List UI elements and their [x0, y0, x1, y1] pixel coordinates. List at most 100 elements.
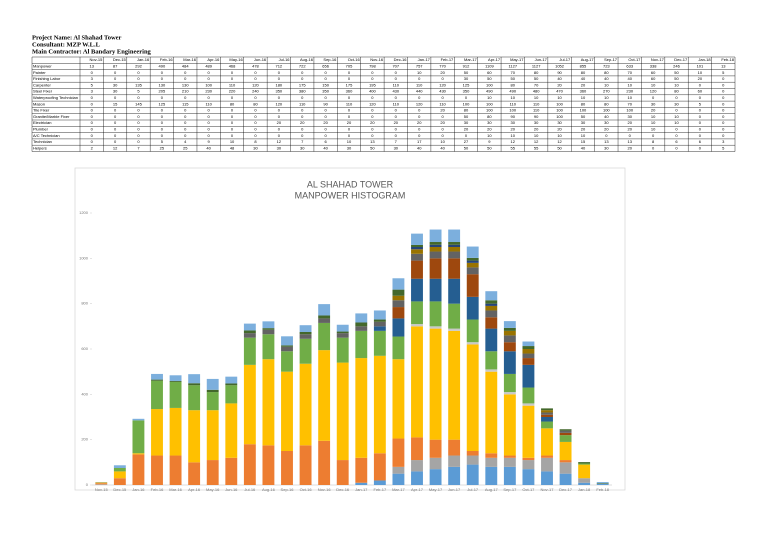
cell-value: 195 [369, 82, 376, 87]
x-tick-label: Jun-17 [448, 487, 461, 492]
cell-value: 30 [651, 101, 656, 106]
bar-segment [170, 375, 182, 381]
cell-value: 0 [114, 76, 117, 81]
cell-value: 50 [487, 76, 492, 81]
x-tick-label: Dec-15 [113, 487, 127, 492]
cell-value: 50 [511, 76, 516, 81]
bar-segment [467, 344, 479, 451]
bar-segment [522, 458, 534, 460]
month-header: Dec-16 [394, 57, 408, 62]
cell-value: 110 [416, 82, 423, 87]
bar-segment [485, 291, 497, 300]
cell-value: 0 [441, 114, 444, 119]
bar-segment [430, 326, 442, 328]
cell-value: 13 [89, 64, 94, 69]
cell-value: 0 [161, 108, 164, 113]
x-tick-label: Nov-17 [541, 487, 555, 492]
cell-value: 80 [511, 82, 516, 87]
cell-value: 798 [369, 64, 376, 69]
row-label: Plumber [33, 127, 49, 132]
month-header: Jul-17 [559, 57, 571, 62]
bar-segment [485, 453, 497, 458]
cell-value: 0 [418, 127, 421, 132]
bar-segment [188, 385, 200, 410]
x-tick-label: Nov-15 [95, 487, 109, 492]
month-header: Apr-17 [488, 57, 501, 62]
cell-value: 12 [557, 139, 562, 144]
cell-value: 1127 [532, 64, 541, 69]
cell-value: 110 [346, 101, 353, 106]
bar-segment [318, 318, 330, 323]
cell-value: 5 [722, 145, 725, 150]
bar-segment [560, 462, 572, 473]
cell-value: 0 [114, 127, 117, 132]
cell-value: 70 [628, 101, 633, 106]
cell-value: 0 [91, 70, 94, 75]
cell-value: 0 [278, 114, 281, 119]
cell-value: 0 [325, 114, 328, 119]
cell-value: 0 [722, 76, 725, 81]
cell-value: 0 [231, 76, 234, 81]
bar-segment [485, 306, 497, 311]
cell-value: 150 [322, 82, 329, 87]
cell-value: 240 [252, 89, 259, 94]
cell-value: 80 [604, 70, 609, 75]
cell-value: 220 [229, 89, 236, 94]
month-header: Aug-17 [581, 57, 595, 62]
cell-value: 60 [487, 70, 492, 75]
cell-value: 20 [581, 82, 586, 87]
bar-segment [300, 364, 312, 446]
bar-segment [170, 382, 182, 408]
cell-value: 468 [229, 64, 236, 69]
row-label: Manpower [33, 64, 52, 69]
cell-value: 17 [417, 139, 422, 144]
cell-value: 90 [557, 70, 562, 75]
bar-segment [392, 337, 404, 360]
cell-value: 20 [557, 82, 562, 87]
cell-value: 705 [346, 64, 353, 69]
bar-segment [300, 332, 312, 334]
bar-segment [411, 326, 423, 437]
cell-value: 12 [277, 139, 282, 144]
bar-segment [467, 267, 479, 274]
cell-value: 484 [182, 64, 189, 69]
cell-value: 20 [440, 108, 445, 113]
cell-value: 0 [254, 70, 257, 75]
bar-segment [467, 320, 479, 343]
bar-segment [132, 420, 144, 453]
cell-value: 0 [325, 70, 328, 75]
cell-value: 0 [184, 95, 187, 100]
bar-segment [132, 454, 144, 485]
bar-segment [225, 377, 237, 384]
cell-value: 9 [208, 139, 211, 144]
cell-value: 0 [722, 89, 725, 94]
bar-segment [430, 252, 442, 259]
cell-value: 30 [113, 89, 118, 94]
cell-value: 30 [604, 145, 609, 150]
bar-segment [578, 483, 590, 485]
cell-value: 0 [301, 133, 304, 138]
cell-value: 5 [161, 139, 164, 144]
x-tick-label: Feb-18 [596, 487, 609, 492]
project-name: Project Name: Al Shahad Tower [32, 34, 122, 41]
cell-value: 360 [580, 89, 587, 94]
cell-value: 20 [440, 70, 445, 75]
cell-value: 10 [487, 133, 492, 138]
bar-segment [504, 458, 516, 467]
bar-segment [225, 383, 237, 385]
cell-value: 246 [673, 64, 680, 69]
cell-value: 100 [626, 108, 633, 113]
bar-segment [485, 467, 497, 485]
cell-value: 0 [652, 95, 655, 100]
bar-segment [578, 462, 590, 463]
cell-value: 10 [581, 95, 586, 100]
cell-value: 130 [159, 82, 166, 87]
bar-segment [448, 329, 460, 331]
bar-segment [467, 261, 479, 263]
cell-value: 380 [299, 89, 306, 94]
cell-value: 60 [651, 76, 656, 81]
cell-value: 0 [91, 101, 94, 106]
cell-value: 110 [510, 101, 517, 106]
cell-value: 55 [511, 145, 516, 150]
bar-segment [318, 350, 330, 441]
